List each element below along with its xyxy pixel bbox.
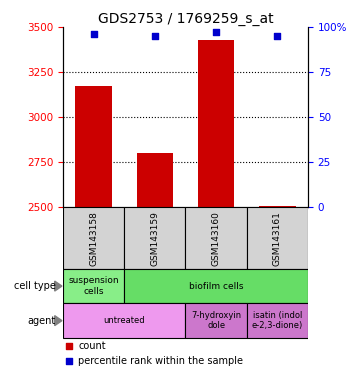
Text: GSM143159: GSM143159 <box>150 211 159 265</box>
Text: agent: agent <box>28 316 56 326</box>
Text: percentile rank within the sample: percentile rank within the sample <box>78 356 243 366</box>
Polygon shape <box>55 316 62 326</box>
Point <box>274 33 280 39</box>
Text: count: count <box>78 341 106 351</box>
Title: GDS2753 / 1769259_s_at: GDS2753 / 1769259_s_at <box>98 12 273 26</box>
Bar <box>186 303 247 338</box>
Point <box>91 31 97 37</box>
Text: GSM143160: GSM143160 <box>212 211 220 265</box>
Text: cell type: cell type <box>14 281 56 291</box>
Bar <box>75 86 112 207</box>
Text: biofilm cells: biofilm cells <box>189 281 243 291</box>
Point <box>152 33 158 39</box>
Bar <box>63 207 124 269</box>
Text: GSM143161: GSM143161 <box>273 211 282 265</box>
Bar <box>63 269 124 303</box>
Point <box>66 358 72 364</box>
Polygon shape <box>55 281 62 291</box>
Bar <box>63 303 186 338</box>
Bar <box>247 207 308 269</box>
Text: isatin (indol
e-2,3-dione): isatin (indol e-2,3-dione) <box>252 311 303 330</box>
Text: untreated: untreated <box>104 316 145 325</box>
Bar <box>198 40 234 207</box>
Point <box>213 29 219 35</box>
Text: GSM143158: GSM143158 <box>89 211 98 265</box>
Bar <box>124 207 186 269</box>
Text: suspension
cells: suspension cells <box>68 276 119 296</box>
Point <box>66 343 72 349</box>
Bar <box>136 153 173 207</box>
Bar <box>124 269 308 303</box>
Text: 7-hydroxyin
dole: 7-hydroxyin dole <box>191 311 241 330</box>
Bar <box>247 303 308 338</box>
Bar <box>186 207 247 269</box>
